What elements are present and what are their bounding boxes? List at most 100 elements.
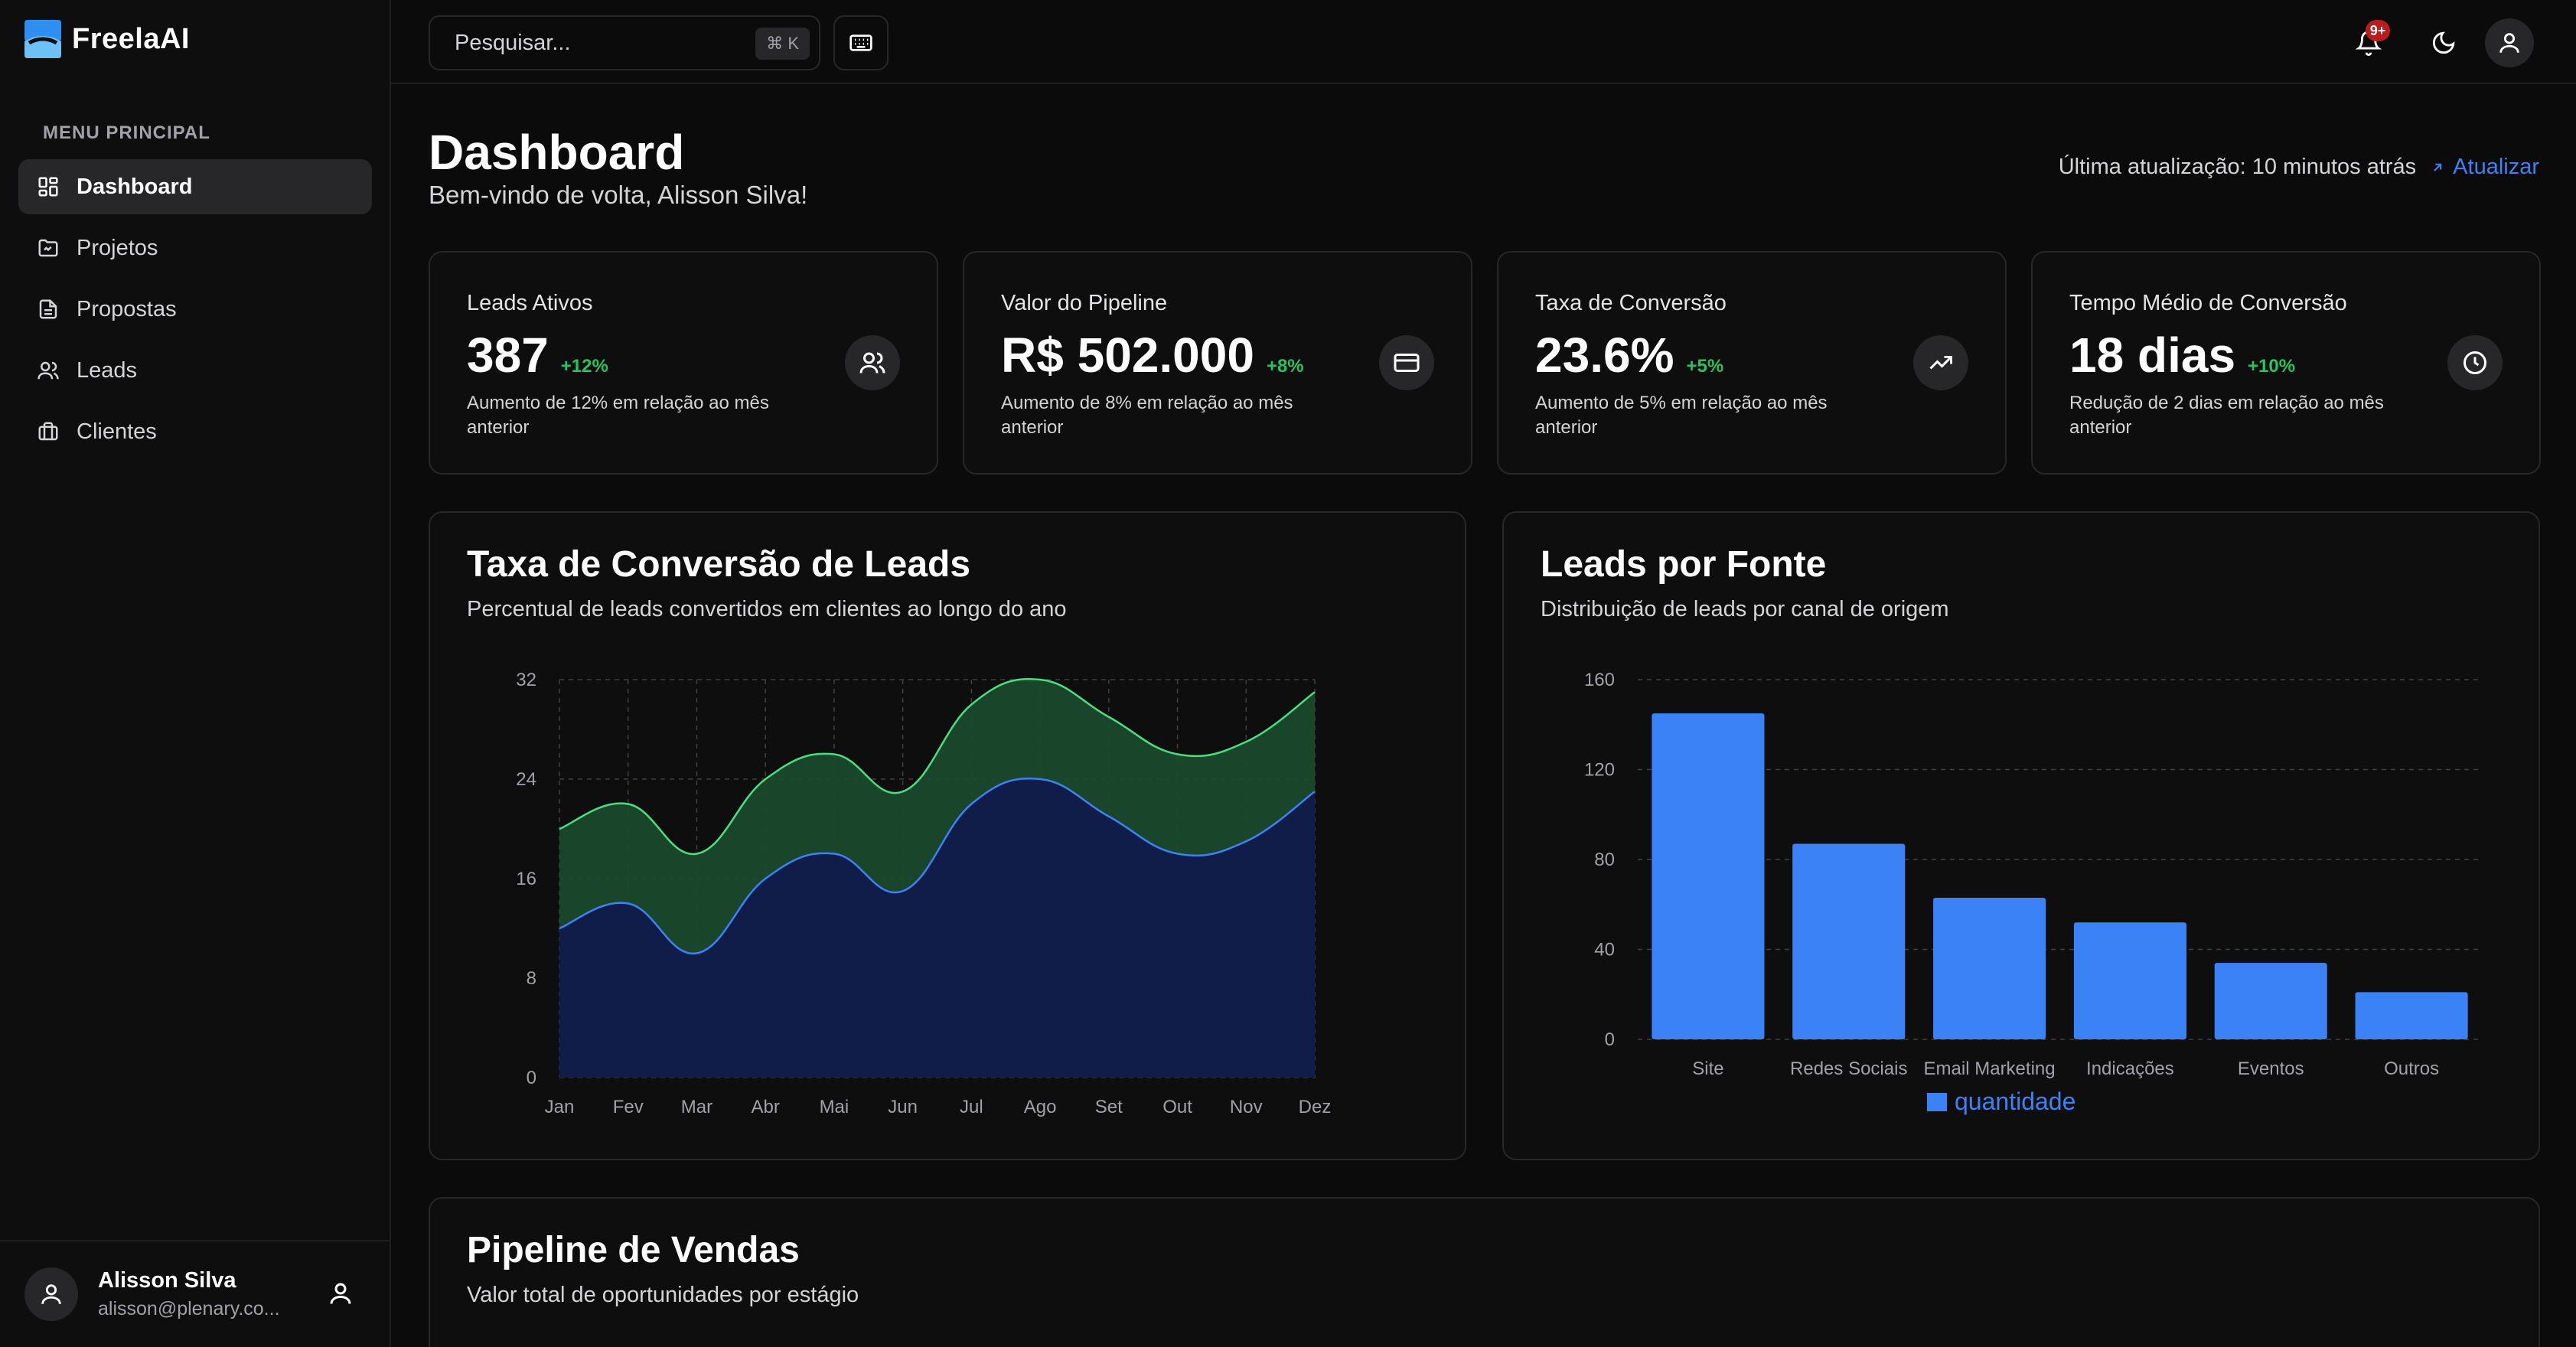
sidebar-item-dashboard[interactable]: Dashboard: [18, 159, 372, 214]
sidebar-item-leads[interactable]: Leads: [18, 343, 372, 398]
page-subtitle: Bem-vindo de volta, Alisson Silva!: [429, 181, 808, 209]
x-tick-label: Mai: [820, 1097, 849, 1117]
bar: [2073, 922, 2186, 1039]
refresh-label: Atualizar: [2453, 155, 2539, 179]
sidebar-item-label: Leads: [77, 357, 138, 383]
last-update-text: Última atualização: 10 minutos atrás: [2058, 155, 2417, 179]
notifications-button[interactable]: 9+: [2347, 20, 2390, 64]
page-title: Dashboard: [429, 125, 685, 180]
y-tick-label: 0: [1605, 1029, 1615, 1050]
clock-icon: [2447, 335, 2503, 390]
stat-value: 18 dias: [2069, 328, 2236, 383]
user-icon: [2499, 33, 2519, 53]
stat-card-leads: Leads Ativos 387 +12% Aumento de 12% em …: [429, 251, 938, 475]
stat-change: +12%: [560, 356, 608, 377]
stat-description: Aumento de 5% em relação ao mês anterior: [1535, 393, 1828, 438]
search-input[interactable]: [455, 30, 730, 56]
user-name: Alisson Silva: [98, 1268, 236, 1293]
y-tick-label: 8: [527, 968, 536, 989]
x-tick-label: Site: [1692, 1058, 1723, 1079]
x-tick-label: Out: [1162, 1097, 1192, 1117]
legend-swatch: [1927, 1093, 1947, 1111]
stat-description: Aumento de 8% em relação ao mês anterior: [1001, 393, 1293, 438]
y-tick-label: 0: [527, 1068, 536, 1088]
x-tick-label: Mar: [681, 1097, 712, 1117]
sidebar-nav: Dashboard Projetos Propostas Leads Clien…: [18, 159, 372, 465]
stat-change: +8%: [1266, 356, 1304, 377]
dashboard-icon: [37, 175, 60, 198]
bar: [1792, 843, 1906, 1039]
last-update: Última atualização: 10 minutos atrás Atu…: [2059, 155, 2539, 180]
series-line: [559, 678, 1316, 855]
brand-name: FreelaAI: [72, 22, 190, 55]
sidebar: FreelaAI MENU PRINCIPAL Dashboard Projet…: [0, 0, 391, 1347]
profile-button[interactable]: [2485, 18, 2534, 67]
card-title: Leads por Fonte: [1541, 544, 1827, 585]
search-box[interactable]: ⌘ K: [429, 15, 820, 70]
x-tick-label: Eventos: [2238, 1058, 2304, 1079]
folder-icon: [37, 236, 60, 259]
sidebar-item-label: Propostas: [77, 296, 177, 321]
stats-row: Leads Ativos 387 +12% Aumento de 12% em …: [429, 251, 2541, 475]
arrow-up-right-icon: [2434, 163, 2442, 171]
sidebar-item-projetos[interactable]: Projetos: [18, 220, 372, 276]
y-tick-label: 32: [516, 670, 536, 690]
user-menu-icon[interactable]: [327, 1280, 354, 1307]
moon-icon: [2432, 31, 2455, 54]
user-profile[interactable]: Alisson Silva alisson@plenary.co...: [0, 1240, 390, 1347]
stat-change: +10%: [2248, 356, 2296, 377]
series-line: [559, 778, 1316, 954]
sidebar-item-label: Projetos: [77, 235, 158, 260]
menu-title: MENU PRINCIPAL: [43, 122, 210, 143]
sidebar-item-label: Clientes: [77, 419, 157, 444]
card-title: Pipeline de Vendas: [467, 1230, 800, 1270]
legend-label: quantidade: [1955, 1088, 2075, 1115]
bar: [2355, 992, 2468, 1039]
x-tick-label: Nov: [1230, 1097, 1263, 1117]
stat-label: Leads Ativos: [467, 291, 593, 315]
briefcase-icon: [37, 420, 60, 443]
stat-value: R$ 502.000: [1001, 328, 1254, 383]
x-tick-label: Jan: [545, 1097, 575, 1117]
keyboard-button[interactable]: [833, 15, 889, 70]
stat-label: Taxa de Conversão: [1535, 291, 1727, 315]
sidebar-item-clientes[interactable]: Clientes: [18, 404, 372, 459]
y-tick-label: 120: [1584, 760, 1615, 781]
stat-value: 387: [467, 328, 549, 383]
avatar: [24, 1267, 78, 1321]
user-email: alisson@plenary.co...: [98, 1298, 280, 1319]
x-tick-label: Outros: [2384, 1058, 2439, 1079]
x-tick-label: Fev: [613, 1097, 644, 1117]
y-tick-label: 80: [1594, 850, 1615, 870]
x-tick-label: Ago: [1024, 1097, 1057, 1117]
x-tick-label: Dez: [1299, 1097, 1332, 1117]
stat-card-conversion: Taxa de Conversão 23.6% +5% Aumento de 5…: [1497, 251, 2007, 475]
refresh-button[interactable]: Atualizar: [2430, 155, 2539, 180]
users-icon: [845, 335, 900, 390]
credit-card-icon: [1379, 335, 1434, 390]
sidebar-item-propostas[interactable]: Propostas: [18, 282, 372, 337]
theme-toggle-button[interactable]: [2422, 21, 2465, 64]
x-tick-label: Indicações: [2086, 1058, 2174, 1079]
stat-label: Valor do Pipeline: [1001, 291, 1168, 315]
trending-up-icon: [1913, 335, 1968, 390]
user-icon: [41, 1284, 61, 1304]
stat-change: +5%: [1686, 356, 1724, 377]
bar: [1933, 897, 2046, 1039]
users-icon: [37, 359, 60, 382]
file-text-icon: [37, 298, 60, 321]
conversion-chart-card: Taxa de Conversão de Leads Percentual de…: [429, 511, 1466, 1160]
x-tick-label: Jul: [960, 1097, 983, 1117]
y-tick-label: 24: [516, 769, 536, 790]
conversion-area-chart: 0 8 16 24 32 Jan Fev Mar Abr Mai Jun Jul Ago Set Out No…: [516, 670, 1332, 1117]
card-subtitle: Distribuição de leads por canal de orige…: [1541, 597, 1949, 621]
stat-value: 23.6%: [1535, 328, 1674, 383]
brand[interactable]: FreelaAI: [24, 20, 190, 58]
x-tick-label: Redes Sociais: [1790, 1058, 1907, 1079]
stat-description: Redução de 2 dias em relação ao mês ante…: [2069, 393, 2384, 438]
source-bar-chart: 0 40 80 120 160 Site Redes Sociais Email Market…: [1584, 670, 2482, 1115]
sidebar-item-label: Dashboard: [77, 174, 193, 199]
card-subtitle: Percentual de leads convertidos em clien…: [467, 597, 1067, 621]
y-tick-label: 40: [1594, 940, 1615, 961]
pipeline-card: Pipeline de Vendas Valor total de oportu…: [429, 1197, 2540, 1347]
